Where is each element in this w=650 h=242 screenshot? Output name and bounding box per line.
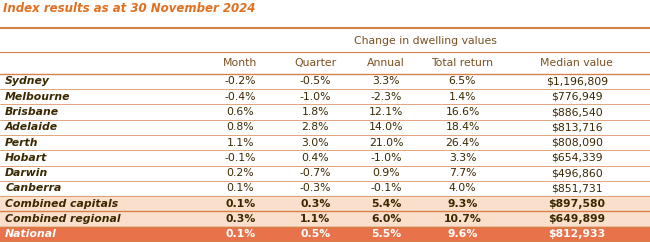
Text: $808,090: $808,090 (551, 138, 603, 148)
Text: $649,899: $649,899 (549, 214, 605, 224)
Text: Combined regional: Combined regional (5, 214, 121, 224)
Text: 14.0%: 14.0% (369, 122, 404, 132)
Text: $897,580: $897,580 (549, 199, 605, 209)
Text: 0.8%: 0.8% (227, 122, 254, 132)
Bar (0, 89, 650, 104)
Text: 3.0%: 3.0% (302, 138, 329, 148)
Text: 6.0%: 6.0% (371, 214, 401, 224)
Bar (0, 196, 650, 212)
Text: Median value: Median value (540, 58, 614, 68)
Bar (0, 212, 650, 227)
Text: National: National (5, 229, 57, 239)
Text: 0.3%: 0.3% (300, 199, 330, 209)
Bar (0, 135, 650, 150)
Text: 1.8%: 1.8% (302, 107, 329, 117)
Text: Adelaide: Adelaide (5, 122, 58, 132)
Text: -0.7%: -0.7% (300, 168, 331, 178)
Text: 7.7%: 7.7% (448, 168, 476, 178)
Bar (0, 74, 650, 89)
Text: Change in dwelling values: Change in dwelling values (354, 36, 497, 46)
Text: 0.5%: 0.5% (300, 229, 330, 239)
Text: $886,540: $886,540 (551, 107, 603, 117)
Text: 1.1%: 1.1% (300, 214, 330, 224)
Text: Annual: Annual (367, 58, 405, 68)
Text: Melbourne: Melbourne (5, 92, 71, 102)
Text: $496,860: $496,860 (551, 168, 603, 178)
Text: 0.1%: 0.1% (226, 229, 255, 239)
Text: 0.9%: 0.9% (372, 168, 400, 178)
Text: Canberra: Canberra (5, 183, 62, 194)
Text: 5.5%: 5.5% (371, 229, 401, 239)
Bar (0, 150, 650, 166)
Text: -0.3%: -0.3% (300, 183, 331, 194)
Text: $813,716: $813,716 (551, 122, 603, 132)
Text: 6.5%: 6.5% (448, 76, 476, 86)
Text: Perth: Perth (5, 138, 39, 148)
Text: 1.4%: 1.4% (448, 92, 476, 102)
Text: Combined capitals: Combined capitals (5, 199, 118, 209)
Text: -0.1%: -0.1% (370, 183, 402, 194)
Text: 0.1%: 0.1% (227, 183, 254, 194)
Text: Total return: Total return (432, 58, 493, 68)
Text: $851,731: $851,731 (551, 183, 603, 194)
Text: -0.1%: -0.1% (225, 153, 256, 163)
Text: 5.4%: 5.4% (371, 199, 401, 209)
Bar (0, 104, 650, 120)
Text: 9.6%: 9.6% (447, 229, 478, 239)
Text: Darwin: Darwin (5, 168, 49, 178)
Text: 9.3%: 9.3% (447, 199, 478, 209)
Text: 12.1%: 12.1% (369, 107, 403, 117)
Bar (0, 227, 650, 242)
Text: 3.3%: 3.3% (448, 153, 476, 163)
Bar (0, 181, 650, 196)
Text: 3.3%: 3.3% (372, 76, 400, 86)
Text: Brisbane: Brisbane (5, 107, 59, 117)
Text: Month: Month (224, 58, 257, 68)
Text: $1,196,809: $1,196,809 (546, 76, 608, 86)
Text: Quarter: Quarter (294, 58, 336, 68)
Text: -2.3%: -2.3% (370, 92, 402, 102)
Text: 26.4%: 26.4% (445, 138, 480, 148)
Text: $654,339: $654,339 (551, 153, 603, 163)
Text: 1.1%: 1.1% (227, 138, 254, 148)
Text: 0.6%: 0.6% (227, 107, 254, 117)
Text: -0.2%: -0.2% (225, 76, 256, 86)
Text: Index results as at 30 November 2024: Index results as at 30 November 2024 (3, 2, 255, 15)
Text: -0.4%: -0.4% (225, 92, 256, 102)
Text: 0.2%: 0.2% (227, 168, 254, 178)
Text: 18.4%: 18.4% (445, 122, 480, 132)
Text: 16.6%: 16.6% (445, 107, 480, 117)
Text: $812,933: $812,933 (548, 229, 606, 239)
Text: $776,949: $776,949 (551, 92, 603, 102)
Text: 21.0%: 21.0% (369, 138, 404, 148)
Text: 4.0%: 4.0% (448, 183, 476, 194)
Text: -1.0%: -1.0% (370, 153, 402, 163)
Text: 0.1%: 0.1% (226, 199, 255, 209)
Text: Hobart: Hobart (5, 153, 47, 163)
Text: -0.5%: -0.5% (300, 76, 331, 86)
Bar (0, 166, 650, 181)
Text: 2.8%: 2.8% (302, 122, 329, 132)
Text: 10.7%: 10.7% (443, 214, 482, 224)
Bar (0, 120, 650, 135)
Text: -1.0%: -1.0% (300, 92, 331, 102)
Text: 0.3%: 0.3% (226, 214, 255, 224)
Text: Sydney: Sydney (5, 76, 50, 86)
Text: 0.4%: 0.4% (302, 153, 329, 163)
